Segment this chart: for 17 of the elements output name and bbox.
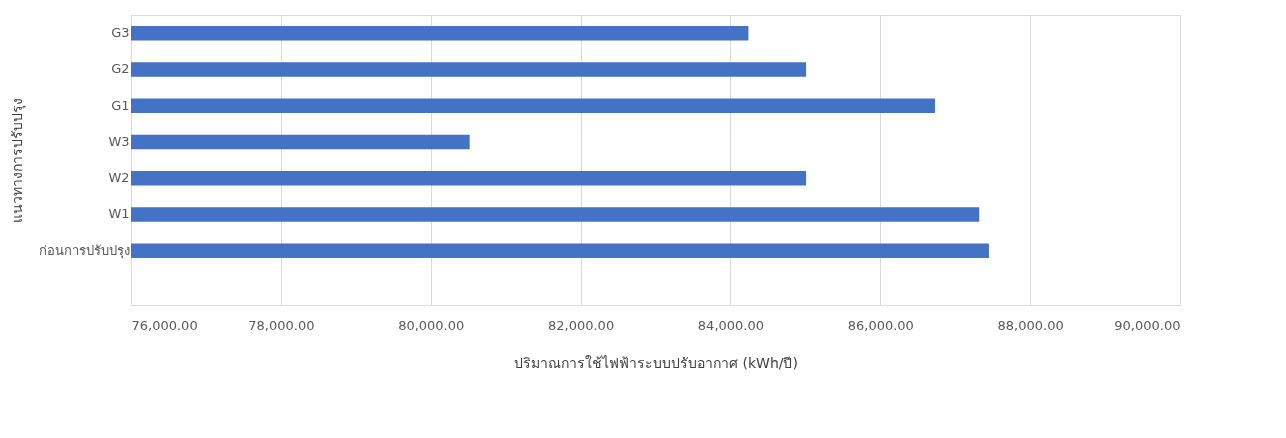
x-tick-label: 80,000.00 (398, 317, 465, 333)
y-tick-label: G2 (111, 61, 130, 77)
x-tick-label: 84,000.00 (697, 317, 765, 333)
y-tick-label: W2 (108, 170, 130, 186)
y-tick-label: W3 (108, 133, 130, 149)
x-tick-label: 88,000.00 (997, 317, 1064, 333)
y-tick-label: G1 (111, 97, 130, 113)
y-axis-title: แนวทางการปรับปรุง (8, 98, 26, 223)
y-tick-label: W1 (108, 206, 130, 222)
y-tick-label: ก่อนการปรับปรุง (38, 242, 130, 259)
x-tick-label: 78,000.00 (248, 317, 315, 333)
x-axis-title: ปริมาณการใช้ไฟฟ้าระบบปรับอากาศ (kWh/ปี) (514, 354, 798, 371)
x-tick-label: 82,000.00 (547, 317, 615, 333)
x-tick-label: 86,000.00 (847, 317, 914, 333)
x-tick-label: 90,000.00 (1114, 317, 1181, 333)
x-tick-label: 76,000.00 (131, 317, 198, 333)
y-tick-label: G3 (111, 25, 130, 41)
